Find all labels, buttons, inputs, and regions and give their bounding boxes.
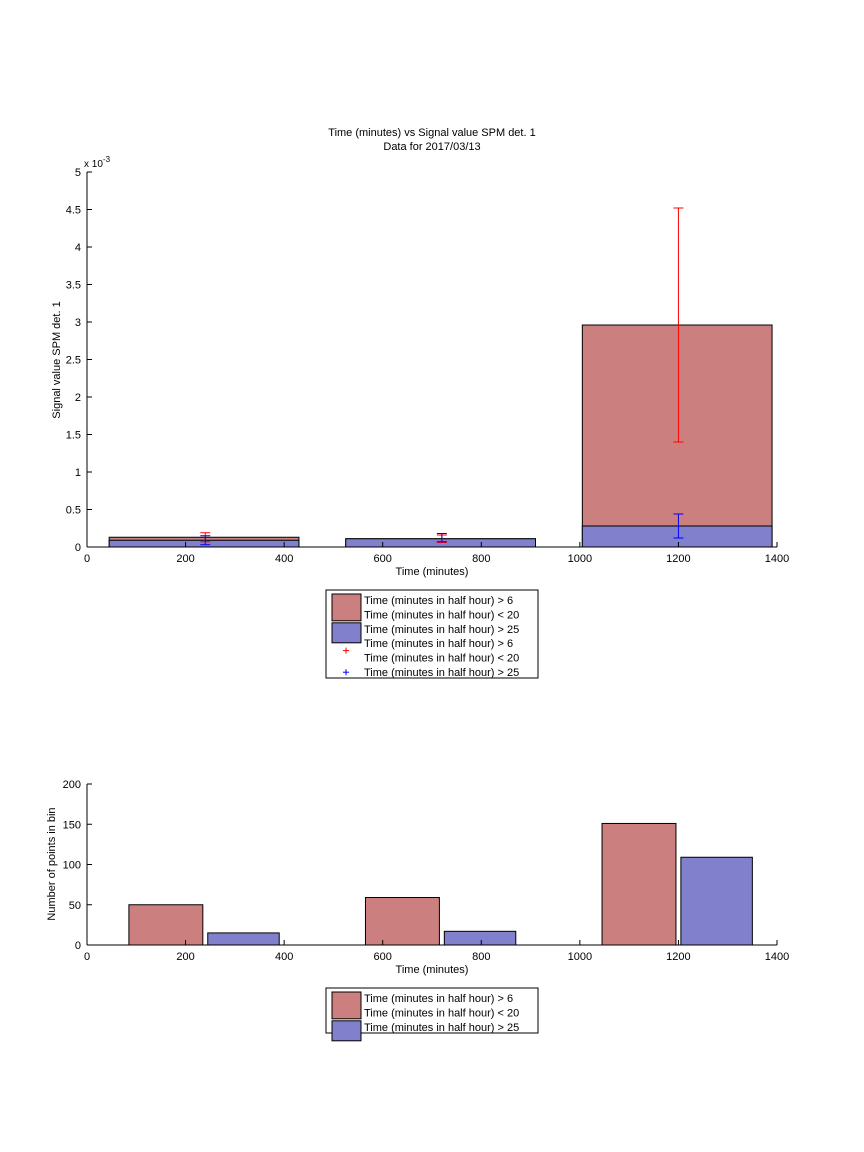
legend-swatch xyxy=(331,593,362,622)
axes: 0 200 400 600 800 1000 1200 1400 0 50 100 150 200 xyxy=(63,779,790,963)
x-tick-label: 200 xyxy=(176,951,194,963)
y-tick-label: 50 xyxy=(69,900,81,912)
y-tick-label: 2.5 xyxy=(66,355,81,367)
legend: Time (minutes in half hour) > 6 Time (min… xyxy=(325,589,539,679)
y-tick-label: 3.5 xyxy=(66,280,81,292)
bar xyxy=(128,904,204,946)
y-tick-label: 2 xyxy=(75,392,81,404)
legend-entry-label: Time (minutes in half hour) > 25 xyxy=(364,1022,519,1034)
bar xyxy=(581,324,773,548)
legend-entry-label: Time (minutes in half hour) > 25 xyxy=(364,667,519,679)
x-tick-label: 800 xyxy=(472,951,490,963)
legend-entry-label: Time (minutes in half hour) < 20 xyxy=(364,653,519,665)
bar xyxy=(581,525,773,548)
y-tick-label: 150 xyxy=(63,819,81,831)
y-exponent-base: x 10 xyxy=(84,159,103,170)
y-axis-label: Signal value SPM det. 1 xyxy=(51,301,63,418)
x-tick-label: 1200 xyxy=(666,951,690,963)
x-axis-label: Time (minutes) xyxy=(396,964,469,976)
x-tick-label: 0 xyxy=(84,553,90,565)
x-tick-label: 1200 xyxy=(666,553,690,565)
y-exponent-power: -3 xyxy=(103,155,111,164)
y-tick-label: 1 xyxy=(75,467,81,479)
legend-swatch xyxy=(331,1020,362,1042)
legend-entry-label: Time (minutes in half hour) < 20 xyxy=(364,609,519,621)
x-tick-label: 1000 xyxy=(568,553,592,565)
y-tick-label: 5 xyxy=(75,167,81,179)
y-tick-label: 3 xyxy=(75,317,81,329)
y-tick-label: 1.5 xyxy=(66,430,81,442)
x-tick-label: 400 xyxy=(275,553,293,565)
axes: 0 200 400 600 800 1000 1200 1400 0 0.5 1 1.5 2 2.5 3 3.… xyxy=(66,167,790,565)
bars xyxy=(108,324,773,548)
chart-title: Time (minutes) vs Signal value SPM det. … xyxy=(328,127,535,139)
y-tick-label: 4 xyxy=(75,242,81,254)
bars xyxy=(128,822,753,946)
x-tick-label: 1400 xyxy=(765,951,789,963)
x-tick-label: 0 xyxy=(84,951,90,963)
x-tick-label: 1400 xyxy=(765,553,789,565)
legend-entry-label: Time (minutes in half hour) < 20 xyxy=(364,1007,519,1019)
y-tick-label: 0.5 xyxy=(66,505,81,517)
y-tick-label: 0 xyxy=(75,940,81,952)
legend-entry-label: Time (minutes in half hour) > 25 xyxy=(364,624,519,636)
y-tick-label: 0 xyxy=(75,542,81,554)
chart-subtitle: Data for 2017/03/13 xyxy=(383,141,480,153)
x-axis-label: Time (minutes) xyxy=(396,566,469,578)
x-tick-label: 1000 xyxy=(568,951,592,963)
x-tick-label: 400 xyxy=(275,951,293,963)
y-tick-label: 4.5 xyxy=(66,205,81,217)
x-tick-label: 600 xyxy=(374,553,392,565)
bar xyxy=(680,856,753,946)
bar xyxy=(601,822,677,946)
signal-chart: Time (minutes) vs Signal value SPM det. … xyxy=(51,127,789,679)
count-chart: 0 200 400 600 800 1000 1200 1400 0 50 100 150 200 Ti… xyxy=(46,779,790,1042)
y-tick-label: 100 xyxy=(63,860,81,872)
legend-entry-label: Time (minutes in half hour) > 6 xyxy=(364,595,513,607)
bar xyxy=(207,932,280,946)
legend-entry-label: Time (minutes in half hour) > 6 xyxy=(364,638,513,650)
legend: Time (minutes in half hour) > 6 Time (min… xyxy=(325,987,539,1042)
legend-entry-label: Time (minutes in half hour) > 6 xyxy=(364,993,513,1005)
x-tick-label: 200 xyxy=(176,553,194,565)
legend-swatch xyxy=(331,622,362,644)
bar xyxy=(364,897,440,946)
legend-swatch xyxy=(331,991,362,1020)
bar xyxy=(443,930,517,946)
x-tick-label: 800 xyxy=(472,553,490,565)
y-exponent-label: x 10-3 xyxy=(84,155,111,170)
y-tick-label: 200 xyxy=(63,779,81,791)
y-axis-label: Number of points in bin xyxy=(46,807,58,920)
x-tick-label: 600 xyxy=(374,951,392,963)
error-bars xyxy=(200,207,684,546)
